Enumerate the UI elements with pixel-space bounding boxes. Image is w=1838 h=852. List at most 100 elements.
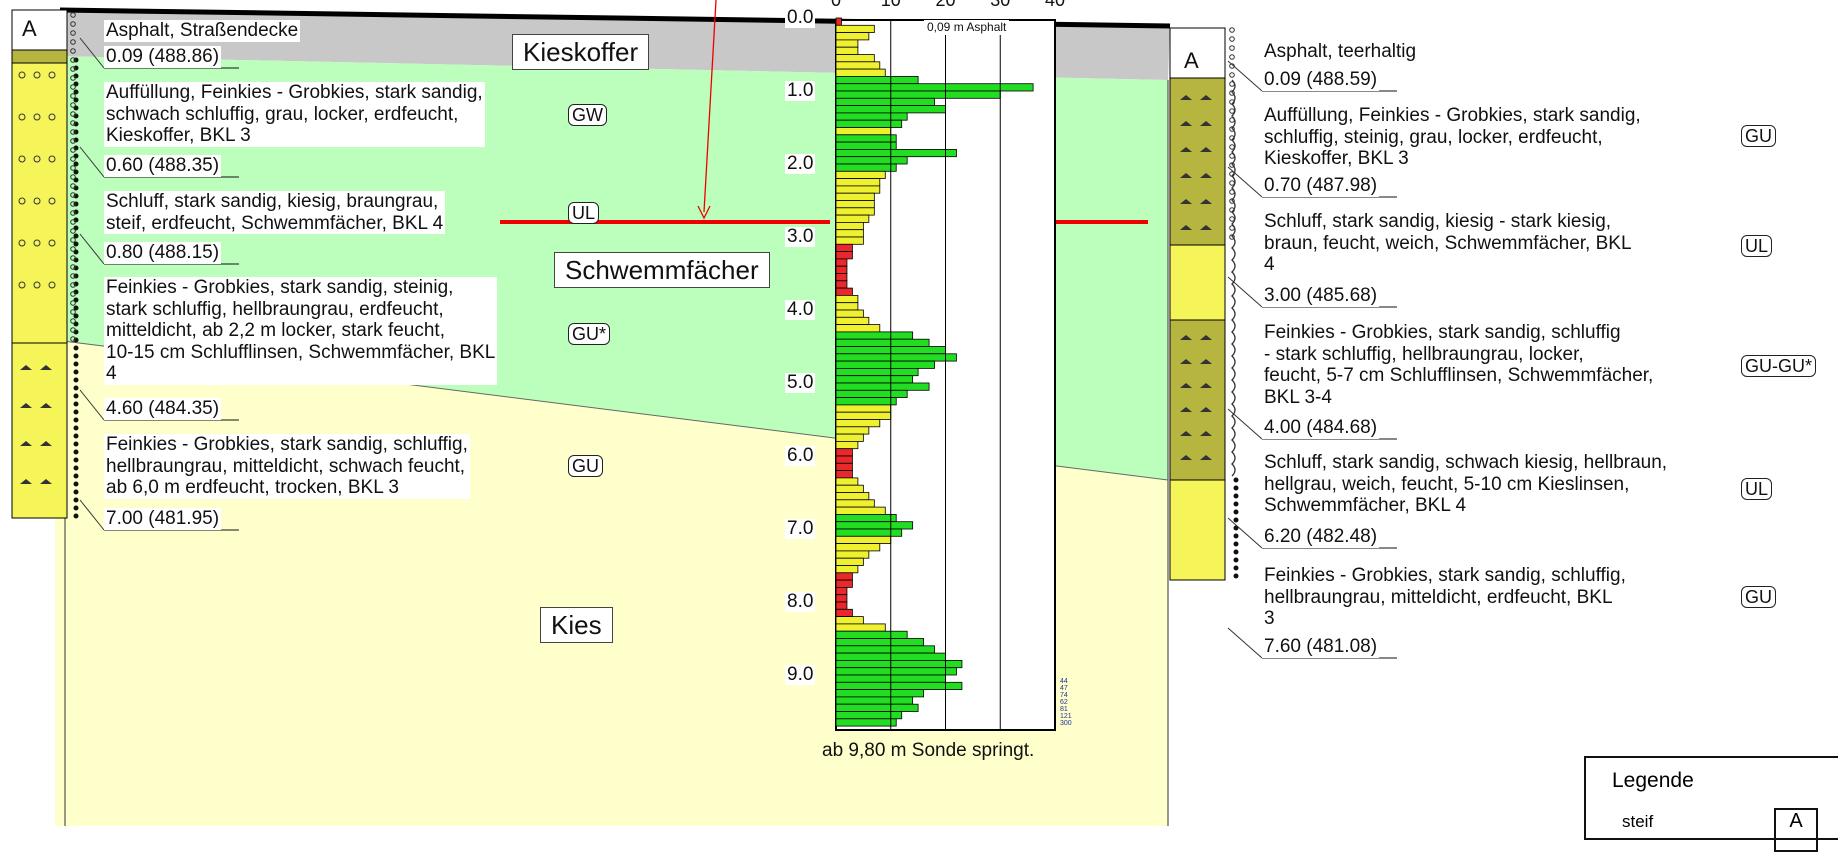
depth-tick-label: 3.0 bbox=[785, 226, 816, 247]
moisture-dot bbox=[73, 137, 79, 143]
moisture-dot bbox=[73, 241, 79, 247]
overflow-value: 47 bbox=[1060, 685, 1068, 692]
depth-leader bbox=[1227, 60, 1263, 92]
depth-tick-label: 2.0 bbox=[785, 153, 816, 174]
overflow-value: 300 bbox=[1060, 720, 1072, 727]
stratum-dot bbox=[1229, 36, 1235, 42]
moisture-dot bbox=[1233, 533, 1239, 539]
depth-leader bbox=[1227, 276, 1263, 308]
stratum-dot bbox=[70, 327, 76, 333]
sounding-bar bbox=[835, 112, 908, 121]
moisture-dot bbox=[73, 281, 79, 287]
right-layer-description: Auffüllung, Feinkies - Grobkies, stark s… bbox=[1262, 105, 1643, 170]
silt-symbol bbox=[20, 441, 32, 446]
moisture-dot bbox=[73, 425, 79, 431]
sounding-bar bbox=[835, 492, 870, 501]
silt-symbol bbox=[1200, 225, 1212, 230]
zone-label-schwemmfaecher: Schwemmfächer bbox=[554, 252, 770, 288]
right-soil-code: UL bbox=[1741, 478, 1773, 500]
silt-symbol bbox=[20, 365, 32, 370]
sounding-bar bbox=[835, 54, 875, 63]
moisture-dot bbox=[73, 321, 79, 327]
depth-tick-label: 4.0 bbox=[785, 299, 816, 320]
moisture-dot bbox=[73, 209, 79, 215]
moisture-dot bbox=[73, 489, 79, 495]
sounding-bar bbox=[835, 630, 908, 639]
stratum-dot bbox=[70, 75, 76, 81]
sounding-bar bbox=[835, 499, 875, 508]
moisture-dot bbox=[73, 513, 79, 519]
silt-symbol bbox=[1200, 173, 1212, 178]
left-layer-depth: 0.09 (488.86) bbox=[104, 46, 222, 68]
depth-leader bbox=[1227, 517, 1263, 549]
top-axis-tick: 30 bbox=[990, 0, 1010, 10]
sounding-bar bbox=[835, 214, 870, 223]
depth-tick-label: 6.0 bbox=[785, 445, 816, 466]
sounding-bar bbox=[835, 397, 897, 406]
left-layer-description: Auffüllung, Feinkies - Grobkies, stark s… bbox=[104, 82, 485, 147]
stratum-dot bbox=[70, 156, 76, 162]
gravel-symbol bbox=[48, 71, 56, 79]
overflow-value: 74 bbox=[1060, 692, 1068, 699]
stratum-dot bbox=[70, 120, 76, 126]
sounding-bar bbox=[835, 470, 853, 479]
sounding-bar bbox=[835, 448, 853, 457]
moisture-dot bbox=[1233, 493, 1239, 499]
moisture-dot bbox=[73, 305, 79, 311]
sounding-bar bbox=[835, 367, 919, 377]
zone-label-kies: Kies bbox=[540, 607, 613, 643]
depth-leader bbox=[79, 499, 105, 531]
right-soil-code: GU bbox=[1741, 125, 1776, 147]
stratum-dot bbox=[70, 57, 76, 63]
right-layer-description: Feinkies - Grobkies, stark sandig, schlu… bbox=[1262, 322, 1656, 408]
overflow-value: 44 bbox=[1060, 678, 1068, 685]
depth-tick-label: 9.0 bbox=[785, 664, 816, 685]
sounding-bar bbox=[835, 207, 875, 216]
pointer-arrow bbox=[697, 205, 711, 220]
sounding-bar bbox=[835, 97, 935, 107]
silt-symbol bbox=[1200, 407, 1212, 412]
depth-tick-label: 1.0 bbox=[785, 80, 816, 101]
depth-leader bbox=[79, 37, 105, 69]
sounding-bar bbox=[835, 521, 914, 530]
top-axis-tick: 0 bbox=[831, 0, 841, 10]
stratum-dot bbox=[70, 201, 76, 207]
moisture-dot bbox=[1233, 509, 1239, 515]
sounding-bar bbox=[835, 287, 853, 296]
moisture-dot bbox=[73, 433, 79, 439]
sounding-bar bbox=[835, 221, 864, 231]
gravel-symbol bbox=[33, 113, 41, 121]
moisture-dot bbox=[1233, 517, 1239, 523]
moisture-dot bbox=[73, 161, 79, 167]
sounding-bar bbox=[835, 119, 903, 128]
sounding-bar bbox=[835, 360, 935, 369]
sounding-bar bbox=[835, 550, 870, 559]
stratum-dot bbox=[1229, 90, 1235, 96]
gravel-symbol bbox=[48, 281, 56, 289]
sounding-bar bbox=[835, 426, 870, 435]
sounding-bar bbox=[835, 645, 935, 654]
gravel-symbol bbox=[18, 239, 26, 247]
moisture-dot bbox=[73, 417, 79, 423]
depth-tick-label: 0.0 bbox=[785, 7, 816, 28]
legend-symbol-box: A bbox=[1774, 808, 1818, 852]
pointer-line bbox=[703, 0, 717, 213]
right-layer-description: Asphalt, teerhaltig bbox=[1262, 41, 1419, 63]
moisture-dot bbox=[73, 121, 79, 127]
stratum-dot bbox=[1229, 144, 1235, 150]
sounding-bar bbox=[835, 156, 908, 165]
right-bore-silt bbox=[1169, 244, 1226, 321]
right-bore-gravel bbox=[1169, 479, 1226, 581]
silt-symbol bbox=[1180, 199, 1192, 204]
depth-leader bbox=[79, 389, 105, 421]
moisture-dot bbox=[73, 465, 79, 471]
moisture-dot bbox=[73, 233, 79, 239]
gravel-symbol bbox=[48, 113, 56, 121]
gravel-symbol bbox=[33, 155, 41, 163]
weak-marker bbox=[1231, 79, 1236, 477]
moisture-dot bbox=[73, 65, 79, 71]
sounding-bar bbox=[835, 389, 908, 398]
stratum-dot bbox=[70, 21, 76, 27]
depth-tick-label: 7.0 bbox=[785, 518, 816, 539]
sounding-bar bbox=[835, 433, 864, 442]
